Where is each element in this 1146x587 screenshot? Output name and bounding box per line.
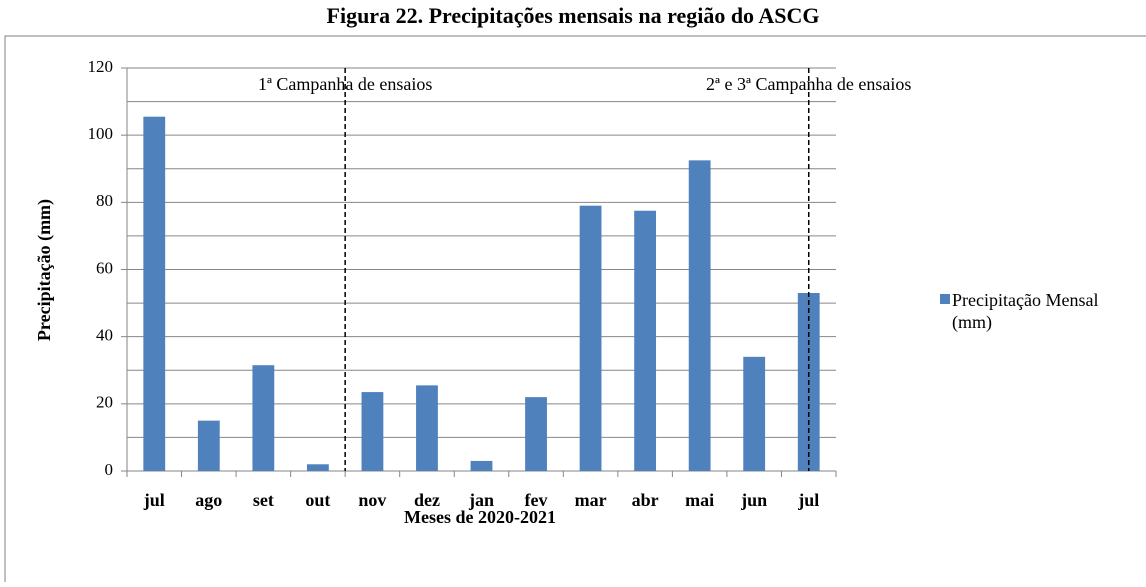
x-tick-label: nov	[358, 490, 386, 510]
bar	[470, 460, 493, 471]
bar	[197, 420, 220, 471]
x-tick-label: set	[253, 490, 274, 510]
x-tick-label: dez	[414, 490, 440, 510]
y-tick-label: 80	[96, 191, 113, 210]
y-tick-label: 100	[88, 124, 114, 143]
y-tick-label: 20	[96, 393, 113, 412]
y-axis-label: Precipitação (mm)	[34, 199, 55, 341]
x-tick-label: ago	[195, 490, 222, 510]
bar	[143, 116, 166, 471]
x-tick-label: abr	[632, 490, 659, 510]
bar	[743, 356, 766, 471]
bar	[525, 397, 547, 471]
x-tick-label: jan	[468, 490, 494, 510]
annotation: 1ª Campanha de ensaios	[258, 74, 432, 94]
bar	[361, 392, 384, 471]
chart-frame	[4, 35, 1146, 587]
y-tick-label: 60	[96, 258, 113, 277]
legend-label: Precipitação Mensal (mm)	[952, 290, 1099, 332]
y-tick-label: 120	[88, 57, 114, 76]
x-tick-label: mar	[575, 490, 607, 510]
chart-title: Figura 22. Precipitações mensais na regi…	[327, 3, 820, 28]
x-axis-label: Meses de 2020-2021	[404, 507, 556, 527]
y-tick-label: 40	[96, 326, 113, 345]
x-tick-label: fev	[525, 490, 548, 510]
x-tick-label: jul	[143, 490, 165, 510]
bar	[688, 160, 711, 471]
bar	[579, 205, 602, 472]
bar	[416, 385, 438, 471]
bar	[634, 210, 657, 471]
bar	[252, 365, 275, 471]
annotation: 2ª e 3ª Campanha de ensaios	[706, 74, 911, 94]
x-tick-label: jul	[797, 490, 819, 510]
y-tick-label: 0	[105, 460, 114, 479]
x-tick-label: jun	[740, 490, 767, 510]
x-tick-label: mai	[685, 490, 714, 510]
x-tick-label: out	[305, 490, 330, 510]
legend-swatch	[940, 294, 950, 304]
bar	[306, 464, 329, 471]
